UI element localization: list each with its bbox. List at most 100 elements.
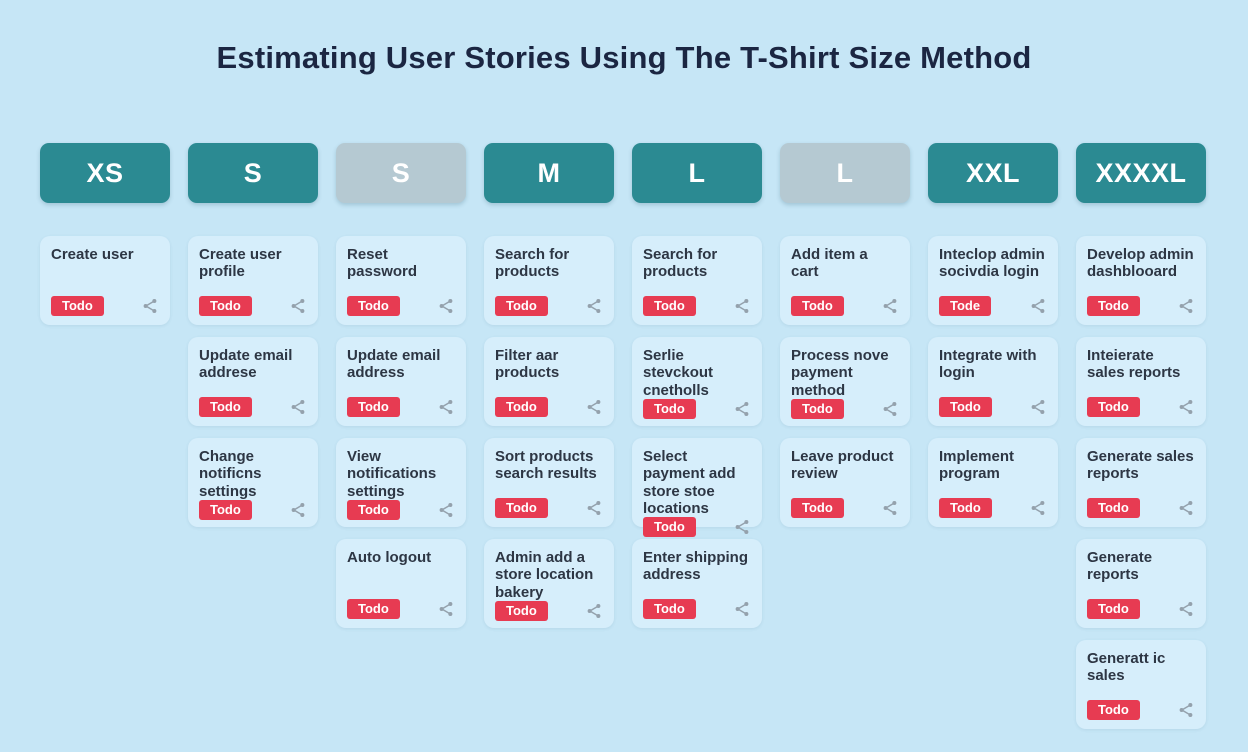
column-cards: Create user profile Todo Update email ad… <box>188 236 318 527</box>
story-card[interactable]: View notifications settings Todo <box>336 438 466 527</box>
story-card[interactable]: Sort products search results Todo <box>484 438 614 527</box>
status-badge: Todo <box>1087 700 1140 720</box>
share-icon[interactable] <box>289 297 307 315</box>
story-card-title: Inteclop admin socivdia login <box>939 246 1045 281</box>
status-badge: Todo <box>791 296 844 316</box>
story-card-title: Implement program <box>939 448 1015 483</box>
status-badge: Todo <box>791 498 844 518</box>
story-card[interactable]: Filter aar products Todo <box>484 337 614 426</box>
story-card[interactable]: Develop admin dashblooard Todo <box>1076 236 1206 325</box>
status-badge: Todo <box>199 296 252 316</box>
story-card-title: Create user <box>51 246 134 263</box>
share-icon[interactable] <box>733 600 751 618</box>
column-cards: Search for products Todo Filter aar prod… <box>484 236 614 628</box>
story-card-title: Add item a cart <box>791 246 868 281</box>
page-title: Estimating User Stories Using The T-Shir… <box>216 40 1032 75</box>
story-card[interactable]: Update email addrese Todo <box>188 337 318 426</box>
share-icon[interactable] <box>585 297 603 315</box>
story-card[interactable]: Auto logout Todo <box>336 539 466 628</box>
board-column: M Search for products Todo Filter aar pr… <box>484 143 614 729</box>
status-badge: Todo <box>1087 498 1140 518</box>
status-badge: Todo <box>1087 397 1140 417</box>
share-icon[interactable] <box>733 518 751 536</box>
story-card[interactable]: Implement program Todo <box>928 438 1058 527</box>
story-card[interactable]: Reset password Todo <box>336 236 466 325</box>
share-icon[interactable] <box>437 501 455 519</box>
story-card[interactable]: Search for products Todo <box>632 236 762 325</box>
story-card[interactable]: Enter shipping address Todo <box>632 539 762 628</box>
story-card[interactable]: Change notificns settings Todo <box>188 438 318 527</box>
column-cards: Reset password Todo Update email address… <box>336 236 466 628</box>
status-badge: Todo <box>347 599 400 619</box>
status-badge: Todo <box>643 398 696 419</box>
share-icon[interactable] <box>585 499 603 517</box>
story-card[interactable]: Inteierate sales reports Todo <box>1076 337 1206 426</box>
story-card-title: Filter aar products <box>495 347 560 382</box>
story-card-footer: Todo <box>791 498 899 518</box>
story-card-title: Generatt ic sales <box>1087 650 1166 685</box>
story-card[interactable]: Create user Todo <box>40 236 170 325</box>
story-card[interactable]: Admin add a store location bakery Todo <box>484 539 614 628</box>
story-card-footer: Todo <box>643 599 751 619</box>
story-card[interactable]: Generatt ic sales Todo <box>1076 640 1206 729</box>
share-icon[interactable] <box>881 499 899 517</box>
column-cards: Search for products Todo Serlie stevckou… <box>632 236 762 628</box>
share-icon[interactable] <box>437 398 455 416</box>
status-badge: Todo <box>51 296 104 316</box>
story-card[interactable]: Integrate with login Todo <box>928 337 1058 426</box>
share-icon[interactable] <box>881 297 899 315</box>
story-card-title: Inteierate sales reports <box>1087 347 1181 382</box>
share-icon[interactable] <box>289 398 307 416</box>
story-card-footer: Todo <box>939 397 1047 417</box>
share-icon[interactable] <box>437 600 455 618</box>
status-badge: Todo <box>495 397 548 417</box>
column-header-l-5: L <box>780 143 910 203</box>
story-card[interactable]: Leave product review Todo <box>780 438 910 527</box>
story-card-title: Auto logout <box>347 549 432 566</box>
story-card-footer: Todo <box>1087 700 1195 720</box>
story-card[interactable]: Create user profile Todo <box>188 236 318 325</box>
share-icon[interactable] <box>437 297 455 315</box>
share-icon[interactable] <box>1177 297 1195 315</box>
share-icon[interactable] <box>1177 398 1195 416</box>
share-icon[interactable] <box>1177 499 1195 517</box>
story-card-footer: Todo <box>1087 397 1195 417</box>
share-icon[interactable] <box>141 297 159 315</box>
story-card-footer: Todo <box>495 600 603 621</box>
share-icon[interactable] <box>1029 297 1047 315</box>
story-card[interactable]: Add item a cart Todo <box>780 236 910 325</box>
story-card[interactable]: Search for products Todo <box>484 236 614 325</box>
status-badge: Todo <box>1087 599 1140 619</box>
share-icon[interactable] <box>1029 398 1047 416</box>
share-icon[interactable] <box>585 398 603 416</box>
share-icon[interactable] <box>733 400 751 418</box>
story-card-title: View notifications settings <box>347 448 437 500</box>
story-card-title: Integrate with login <box>939 347 1037 382</box>
story-card[interactable]: Select payment add store stoe locations … <box>632 438 762 537</box>
board-column: XXXXL Develop admin dashblooard Todo Int… <box>1076 143 1206 729</box>
share-icon[interactable] <box>733 297 751 315</box>
share-icon[interactable] <box>289 501 307 519</box>
story-card-footer: Todo <box>1087 296 1195 316</box>
status-badge: Todo <box>347 499 400 520</box>
story-card[interactable]: Generate reports Todo <box>1076 539 1206 628</box>
story-card-title: Process nove payment method <box>791 347 889 399</box>
column-cards: Add item a cart Todo Process nove paymen… <box>780 236 910 527</box>
story-card-footer: Todo <box>643 398 751 419</box>
story-card[interactable]: Generate sales reports Todo <box>1076 438 1206 527</box>
story-card[interactable]: Inteclop admin socivdia login Tode <box>928 236 1058 325</box>
story-card-footer: Todo <box>347 296 455 316</box>
story-card[interactable]: Update email address Todo <box>336 337 466 426</box>
status-badge: Todo <box>495 498 548 518</box>
share-icon[interactable] <box>1029 499 1047 517</box>
share-icon[interactable] <box>585 602 603 620</box>
share-icon[interactable] <box>881 400 899 418</box>
column-header-s-2: S <box>336 143 466 203</box>
story-card[interactable]: Serlie stevckout cnetholls Todo <box>632 337 762 426</box>
story-card-title: Admin add a store location bakery <box>495 549 594 601</box>
share-icon[interactable] <box>1177 600 1195 618</box>
status-badge: Todo <box>643 599 696 619</box>
story-card[interactable]: Process nove payment method Todo <box>780 337 910 426</box>
share-icon[interactable] <box>1177 701 1195 719</box>
story-card-title: Leave product review <box>791 448 894 483</box>
